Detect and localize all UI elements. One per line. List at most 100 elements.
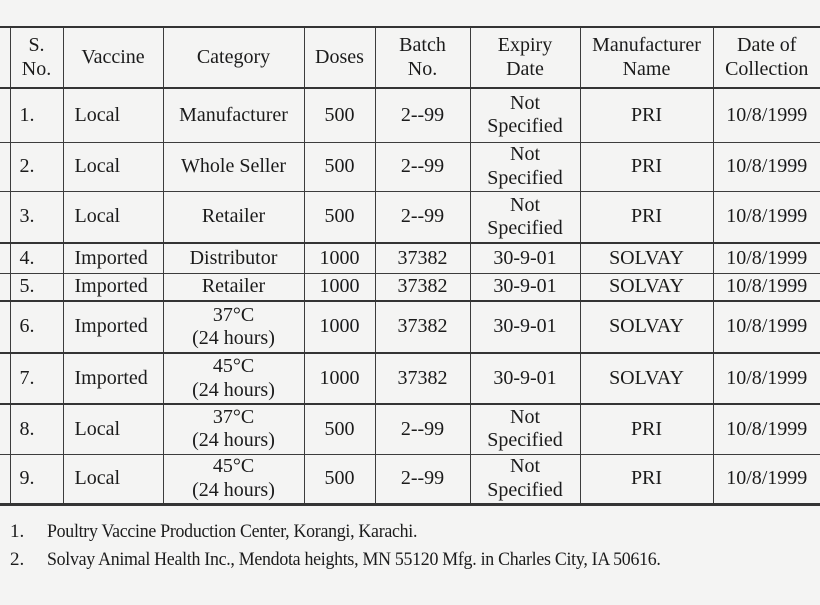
- cell-serial-number: 6.: [9, 301, 63, 354]
- cell-manufacturer-name: PRI: [579, 191, 713, 244]
- left-gutter: [0, 142, 10, 192]
- cell-batch-no: 37382: [374, 353, 470, 405]
- cell-vaccine: Local: [62, 142, 163, 192]
- table-row: 9. Local 45°C (24 hours) 500 2--99 Not Spe…: [0, 454, 820, 506]
- cell-manufacturer-name: PRI: [579, 404, 713, 455]
- table-row: 8. Local 37°C (24 hours) 500 2--99 Not Spe…: [0, 404, 820, 455]
- cell-expiry-date: 30-9-01: [469, 353, 580, 405]
- left-gutter: [0, 301, 10, 354]
- cell-date-of-collection: 10/8/1999: [712, 353, 820, 405]
- header-row: S. No. Vaccine Category Doses Batch No. Ex…: [0, 26, 820, 89]
- footnotes: 1. Poultry Vaccine Production Center, Ko…: [10, 518, 820, 574]
- cell-manufacturer-name: SOLVAY: [579, 273, 713, 302]
- cell-doses: 500: [303, 404, 375, 455]
- cell-serial-number: 8.: [9, 404, 63, 455]
- cell-expiry-date: 30-9-01: [469, 243, 580, 274]
- table-row: 6. Imported 37°C (24 hours) 1000 37382 30…: [0, 301, 820, 354]
- cell-doses: 1000: [303, 273, 375, 302]
- footnote-text: Poultry Vaccine Production Center, Koran…: [47, 520, 418, 542]
- left-gutter: [0, 404, 10, 455]
- cell-vaccine: Imported: [62, 243, 163, 274]
- cell-expiry-date: 30-9-01: [469, 301, 580, 354]
- cell-vaccine: Imported: [62, 353, 163, 405]
- cell-doses: 1000: [303, 243, 375, 274]
- left-gutter: [0, 26, 10, 89]
- cell-vaccine: Local: [62, 191, 163, 244]
- cell-vaccine: Local: [62, 404, 163, 455]
- cell-serial-number: 9.: [9, 454, 63, 506]
- cell-vaccine: Imported: [62, 301, 163, 354]
- cell-serial-number: 2.: [9, 142, 63, 192]
- table-row: 2. Local Whole Seller 500 2--99 Not Speci…: [0, 142, 820, 192]
- cell-serial-number: 7.: [9, 353, 63, 405]
- left-gutter: [0, 88, 10, 143]
- cell-date-of-collection: 10/8/1999: [712, 243, 820, 274]
- cell-manufacturer-name: SOLVAY: [579, 243, 713, 274]
- cell-doses: 1000: [303, 353, 375, 405]
- cell-category: Retailer: [162, 273, 304, 302]
- left-gutter: [0, 353, 10, 405]
- cell-date-of-collection: 10/8/1999: [712, 273, 820, 302]
- cell-doses: 1000: [303, 301, 375, 354]
- cell-expiry-date: Not Specified: [469, 191, 580, 244]
- table-row: 5. Imported Retailer 1000 37382 30-9-01 …: [0, 273, 820, 302]
- cell-expiry-date: Not Specified: [469, 142, 580, 192]
- cell-batch-no: 2--99: [374, 191, 470, 244]
- cell-manufacturer-name: PRI: [579, 88, 713, 143]
- col-header-manufacturer-name: Manufacturer Name: [579, 26, 713, 89]
- table-row: 1. Local Manufacturer 500 2--99 Not Speci…: [0, 88, 820, 143]
- cell-batch-no: 37382: [374, 301, 470, 354]
- cell-vaccine: Imported: [62, 273, 163, 302]
- cell-batch-no: 37382: [374, 273, 470, 302]
- cell-doses: 500: [303, 142, 375, 192]
- footnote-text: Solvay Animal Health Inc., Mendota heigh…: [47, 548, 661, 570]
- col-header-sno: S. No.: [9, 26, 63, 89]
- cell-serial-number: 1.: [9, 88, 63, 143]
- cell-manufacturer-name: SOLVAY: [579, 301, 713, 354]
- cell-expiry-date: Not Specified: [469, 88, 580, 143]
- footnote-2: 2. Solvay Animal Health Inc., Mendota he…: [10, 546, 820, 574]
- cell-batch-no: 37382: [374, 243, 470, 274]
- cell-doses: 500: [303, 191, 375, 244]
- cell-date-of-collection: 10/8/1999: [712, 191, 820, 244]
- cell-manufacturer-name: PRI: [579, 142, 713, 192]
- cell-date-of-collection: 10/8/1999: [712, 88, 820, 143]
- cell-category: Manufacturer: [162, 88, 304, 143]
- cell-date-of-collection: 10/8/1999: [712, 142, 820, 192]
- cell-category: 37°C (24 hours): [162, 301, 304, 354]
- col-header-date-of-collection: Date of Collection: [712, 26, 820, 89]
- table-row: 4. Imported Distributor 1000 37382 30-9-…: [0, 243, 820, 274]
- cell-expiry-date: Not Specified: [469, 404, 580, 455]
- cell-batch-no: 2--99: [374, 142, 470, 192]
- cell-date-of-collection: 10/8/1999: [712, 404, 820, 455]
- cell-serial-number: 5.: [9, 273, 63, 302]
- footnote-1: 1. Poultry Vaccine Production Center, Ko…: [10, 518, 820, 546]
- cell-doses: 500: [303, 88, 375, 143]
- cell-vaccine: Local: [62, 88, 163, 143]
- cell-category: 45°C (24 hours): [162, 353, 304, 405]
- col-header-vaccine: Vaccine: [62, 26, 163, 89]
- col-header-batch-no: Batch No.: [374, 26, 470, 89]
- cell-serial-number: 4.: [9, 243, 63, 274]
- cell-vaccine: Local: [62, 454, 163, 506]
- cell-batch-no: 2--99: [374, 88, 470, 143]
- col-header-category: Category: [162, 26, 304, 89]
- left-gutter: [0, 191, 10, 244]
- footnote-number: 2.: [10, 548, 25, 570]
- cell-manufacturer-name: SOLVAY: [579, 353, 713, 405]
- table-row: 3. Local Retailer 500 2--99 Not Specified…: [0, 191, 820, 244]
- cell-expiry-date: Not Specified: [469, 454, 580, 506]
- cell-doses: 500: [303, 454, 375, 506]
- cell-date-of-collection: 10/8/1999: [712, 301, 820, 354]
- vaccine-table: S. No. Vaccine Category Doses Batch No. Ex…: [0, 26, 820, 506]
- footnote-number: 1.: [10, 520, 25, 542]
- cell-serial-number: 3.: [9, 191, 63, 244]
- cell-category: Retailer: [162, 191, 304, 244]
- cell-category: 45°C (24 hours): [162, 454, 304, 506]
- left-gutter: [0, 454, 10, 506]
- cell-category: Whole Seller: [162, 142, 304, 192]
- col-header-doses: Doses: [303, 26, 375, 89]
- col-header-expiry-date: Expiry Date: [469, 26, 580, 89]
- left-gutter: [0, 243, 10, 274]
- cell-batch-no: 2--99: [374, 404, 470, 455]
